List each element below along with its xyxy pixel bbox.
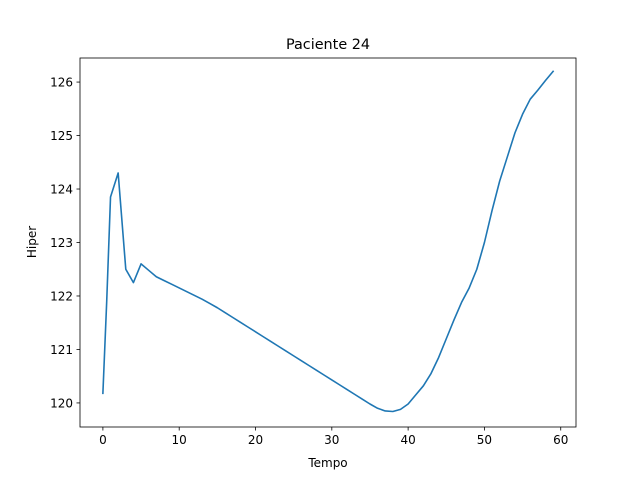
y-tick-label: 125 (50, 129, 73, 143)
x-tick-label: 20 (248, 433, 263, 447)
x-tick-label: 10 (172, 433, 187, 447)
series-layer (102, 70, 555, 413)
y-tick-label: 124 (50, 183, 73, 197)
y-axis: 120 121 122 123 124 125 126 (50, 76, 80, 410)
y-tick-label: 122 (50, 289, 73, 303)
x-tick-label: 60 (553, 433, 568, 447)
y-axis-label: Hiper (25, 226, 39, 258)
x-tick-label: 40 (400, 433, 415, 447)
x-axis: 0 10 20 30 40 50 60 (99, 427, 568, 447)
y-tick-label: 120 (50, 396, 73, 410)
chart-title: Paciente 24 (286, 37, 370, 53)
x-axis-label: Tempo (307, 456, 347, 470)
y-tick-label: 123 (50, 236, 73, 250)
y-tick-label: 121 (50, 343, 73, 357)
x-tick-label: 30 (324, 433, 339, 447)
plot-frame (79, 57, 577, 428)
y-tick-label: 126 (50, 76, 73, 90)
series-line-0 (102, 70, 555, 413)
x-tick-label: 0 (99, 433, 107, 447)
x-tick-label: 50 (477, 433, 492, 447)
